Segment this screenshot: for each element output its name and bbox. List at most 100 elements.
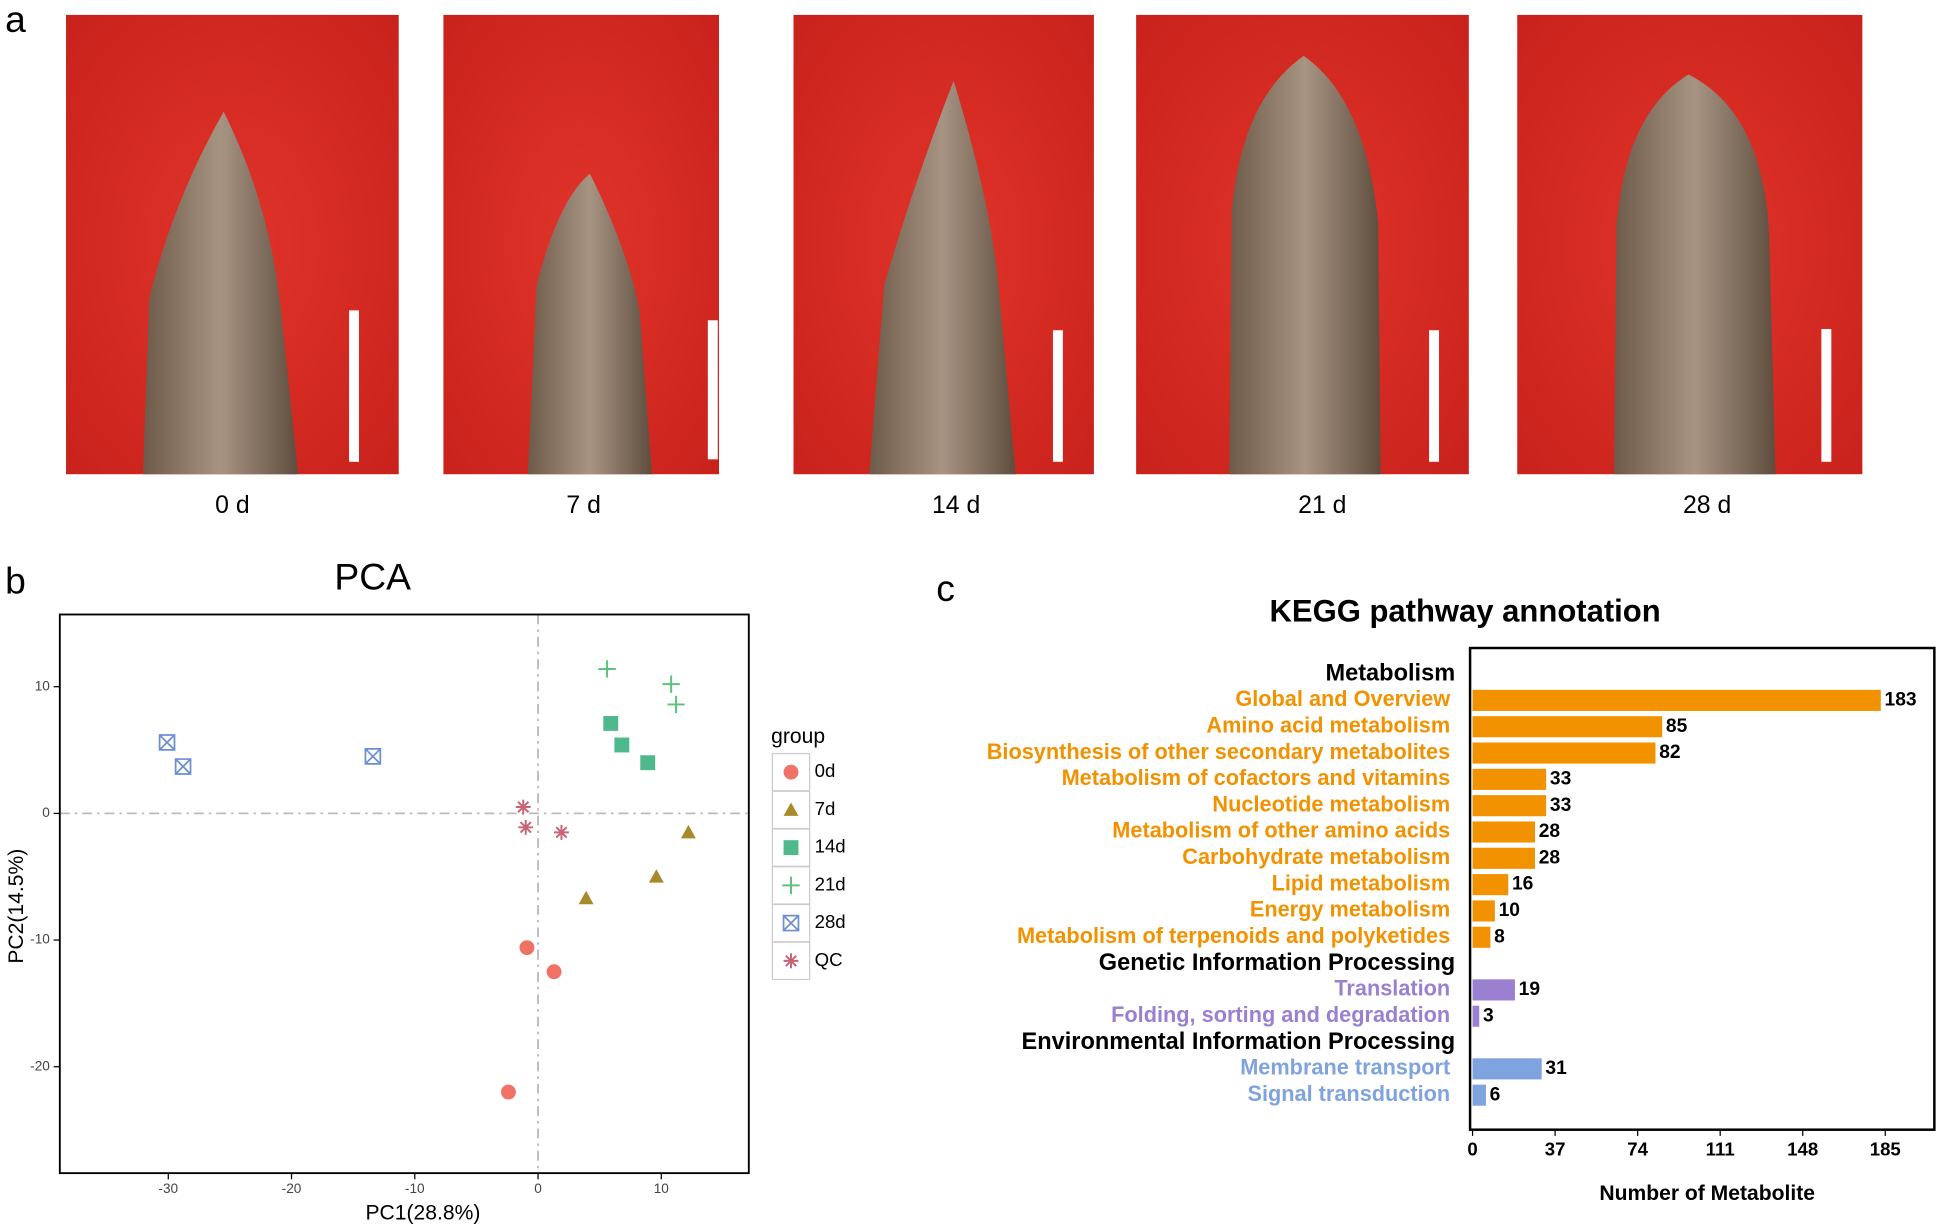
point <box>667 695 685 714</box>
category-label: Global and Overview <box>1235 686 1450 711</box>
point <box>546 964 562 980</box>
panel-label: c <box>936 567 955 609</box>
photo <box>1517 14 1863 475</box>
photo <box>1136 14 1469 475</box>
value-label: 85 <box>1666 716 1688 737</box>
x-tick-label: -20 <box>282 1181 302 1196</box>
point <box>364 748 382 765</box>
x-tick-label: 0 <box>1467 1139 1477 1160</box>
value-label: 10 <box>1499 900 1520 921</box>
y-tick-label: 10 <box>35 678 51 693</box>
group-label: Genetic Information Processing <box>1099 949 1455 975</box>
legend-marker <box>783 802 799 816</box>
photo-label: 14 d <box>932 492 980 519</box>
y-tick-label: 0 <box>42 805 50 820</box>
chart-title: PCA <box>334 556 411 598</box>
plot-frame <box>58 613 750 1175</box>
x-tick-label: -30 <box>158 1181 178 1196</box>
value-label: 28 <box>1539 847 1561 868</box>
category-label: Translation <box>1334 976 1450 1001</box>
bar <box>1472 689 1881 711</box>
plot-frame <box>1468 646 1936 1131</box>
point <box>648 869 664 883</box>
value-label: 3 <box>1483 1005 1494 1026</box>
legend-label: 14d <box>815 836 846 857</box>
photo-label: 7 d <box>566 492 601 519</box>
point <box>640 755 656 771</box>
legend-marker <box>782 876 800 895</box>
category-label: Metabolism of cofactors and vitamins <box>1062 765 1451 790</box>
point <box>515 799 531 815</box>
legend-label: 28d <box>815 911 846 932</box>
photo <box>793 14 1094 475</box>
value-label: 19 <box>1519 979 1540 1000</box>
point <box>158 734 176 751</box>
legend-label: 7d <box>815 798 836 819</box>
legend-label: 0d <box>815 760 836 781</box>
point <box>598 660 616 678</box>
value-label: 8 <box>1494 926 1505 947</box>
bar <box>1472 768 1547 790</box>
photo <box>66 14 399 475</box>
photo-label: 28 d <box>1683 492 1731 519</box>
category-label: Lipid metabolism <box>1272 870 1451 895</box>
value-label: 16 <box>1512 874 1533 895</box>
chart-title: KEGG pathway annotation <box>1270 593 1661 628</box>
point <box>501 1084 516 1100</box>
bar <box>1472 795 1547 817</box>
value-label: 33 <box>1550 768 1571 789</box>
value-label: 31 <box>1545 1058 1567 1079</box>
legend-marker <box>783 764 799 780</box>
category-label: Energy metabolism <box>1250 897 1450 922</box>
panel-label: a <box>5 0 26 40</box>
value-label: 6 <box>1490 1084 1501 1105</box>
category-label: Folding, sorting and degradation <box>1111 1002 1450 1027</box>
x-tick-label: 10 <box>654 1181 670 1196</box>
y-tick-label: -20 <box>30 1058 50 1073</box>
x-axis-title: PC1(28.8%) <box>365 1202 480 1225</box>
point <box>680 824 696 839</box>
point <box>554 824 569 840</box>
bar <box>1472 874 1509 896</box>
bar <box>1472 742 1656 764</box>
x-axis-title: Number of Metabolite <box>1599 1182 1815 1205</box>
value-label: 82 <box>1659 742 1680 763</box>
bar <box>1472 1005 1480 1027</box>
category-label: Signal transduction <box>1247 1081 1450 1106</box>
legend-label: QC <box>815 949 843 970</box>
value-label: 28 <box>1539 821 1561 842</box>
bar <box>1472 900 1495 922</box>
point <box>578 890 594 905</box>
x-tick-label: 111 <box>1706 1139 1735 1160</box>
bar <box>1472 1084 1486 1106</box>
bar <box>1472 847 1536 869</box>
x-tick-label: 148 <box>1787 1139 1818 1160</box>
photo-label: 0 d <box>215 492 250 519</box>
legend-marker <box>782 914 800 932</box>
y-tick-label: -10 <box>30 932 50 947</box>
group-label: Environmental Information Processing <box>1022 1028 1456 1054</box>
category-label: Carbohydrate metabolism <box>1182 844 1450 869</box>
bar <box>1472 716 1663 738</box>
x-tick-label: 74 <box>1627 1139 1648 1160</box>
photo <box>443 14 720 475</box>
legend-marker <box>783 953 799 969</box>
photo-label: 21 d <box>1298 492 1346 519</box>
bar <box>1472 979 1515 1001</box>
legend-title: group <box>771 725 825 748</box>
point <box>518 819 534 835</box>
point <box>603 715 619 731</box>
bar <box>1472 821 1536 843</box>
x-tick-label: 37 <box>1545 1139 1566 1160</box>
category-label: Metabolism of other amino acids <box>1112 818 1450 843</box>
point <box>519 940 535 956</box>
bar <box>1472 1058 1542 1080</box>
value-label: 183 <box>1885 689 1917 710</box>
x-tick-label: 185 <box>1870 1139 1901 1160</box>
point <box>614 737 630 753</box>
category-label: Amino acid metabolism <box>1206 712 1450 737</box>
category-label: Membrane transport <box>1240 1055 1450 1080</box>
x-tick-label: 0 <box>534 1181 542 1196</box>
panel-label: b <box>5 559 26 601</box>
